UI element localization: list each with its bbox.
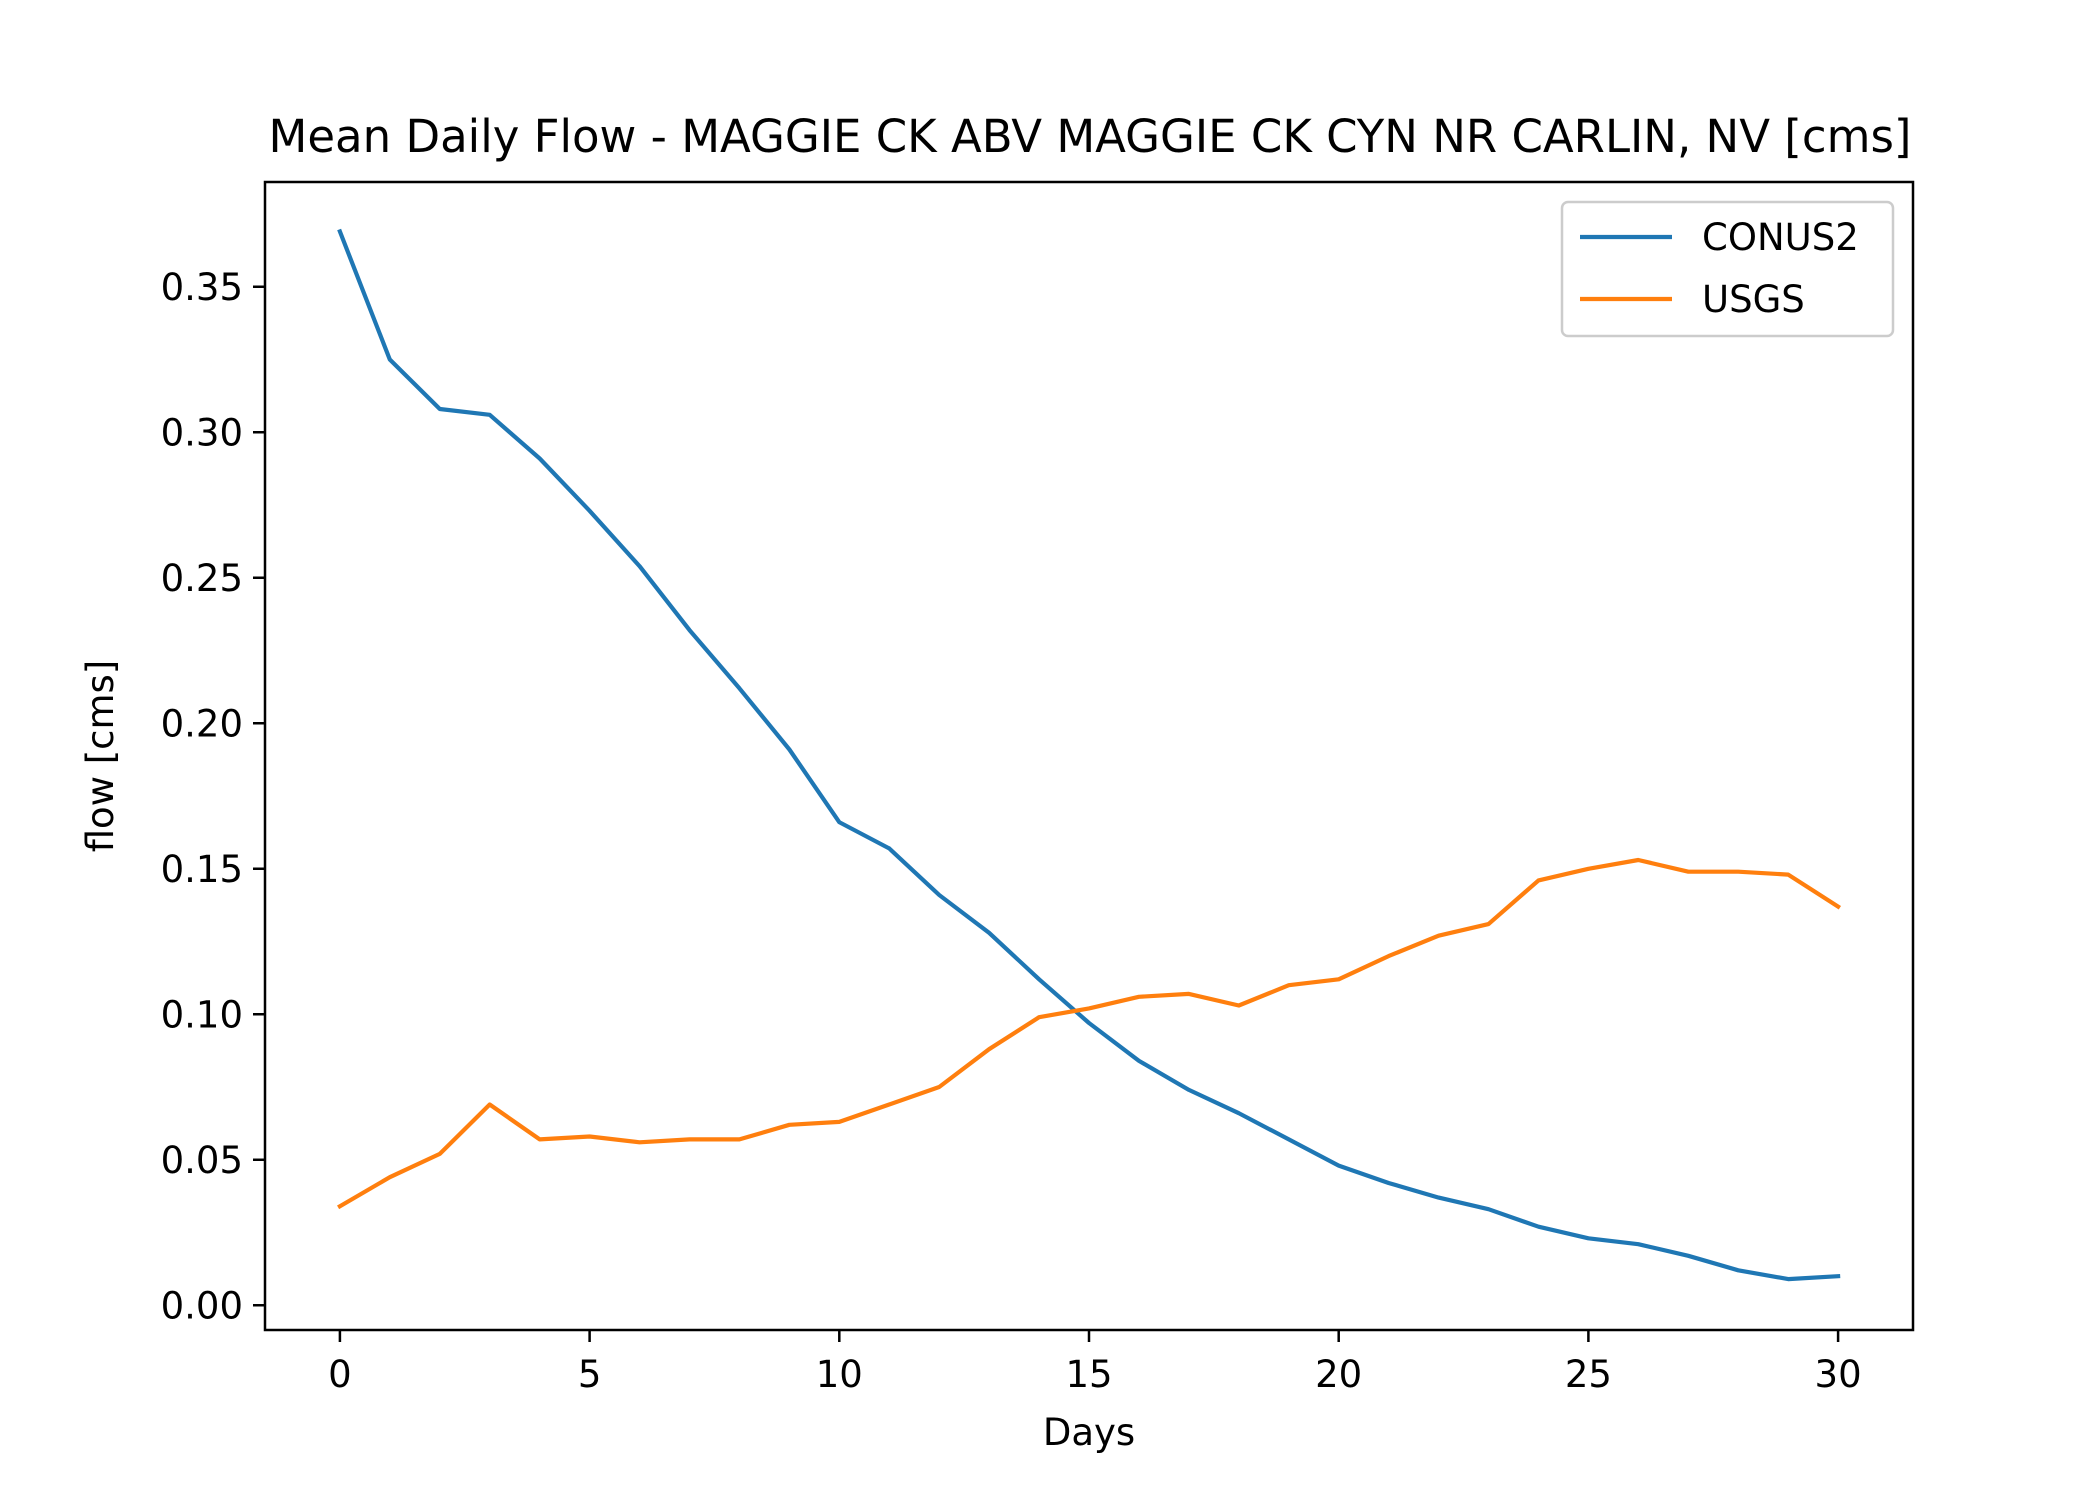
series-line-usgs (337, 857, 1842, 1210)
legend: CONUS2 USGS (1560, 200, 1895, 338)
plot-area (263, 180, 1915, 1332)
legend-label-conus2: CONUS2 (1702, 216, 1859, 259)
y-tick-label: 0.10 (161, 993, 243, 1036)
x-axis-label: Days (1043, 1411, 1135, 1454)
x-axis: 0 5 10 15 20 25 30 (328, 1330, 1862, 1396)
chart-title: Mean Daily Flow - MAGGIE CK ABV MAGGIE C… (269, 110, 1912, 163)
x-tick-label: 0 (328, 1353, 352, 1396)
x-tick-label: 5 (578, 1353, 602, 1396)
x-tick-label: 25 (1565, 1353, 1612, 1396)
x-tick-label: 30 (1815, 1353, 1862, 1396)
y-axis-label: flow [cms] (79, 660, 122, 853)
x-tick-label: 15 (1065, 1353, 1112, 1396)
x-tick-label: 20 (1315, 1353, 1362, 1396)
series-layer (337, 228, 1842, 1282)
y-tick-label: 0.30 (161, 411, 243, 454)
y-tick-label: 0.05 (161, 1139, 243, 1182)
plot-frame (263, 180, 1915, 1332)
y-tick-label: 0.20 (161, 702, 243, 745)
y-tick-label: 0.00 (161, 1284, 243, 1327)
y-tick-label: 0.15 (161, 848, 243, 891)
series-line-conus2 (337, 228, 1841, 1282)
legend-label-usgs: USGS (1702, 278, 1805, 321)
y-axis: 0.00 0.05 0.10 0.15 0.20 0.25 0.30 0.35 (161, 266, 265, 1327)
y-tick-label: 0.35 (161, 266, 243, 309)
x-tick-label: 10 (816, 1353, 863, 1396)
y-tick-label: 0.25 (161, 557, 243, 600)
